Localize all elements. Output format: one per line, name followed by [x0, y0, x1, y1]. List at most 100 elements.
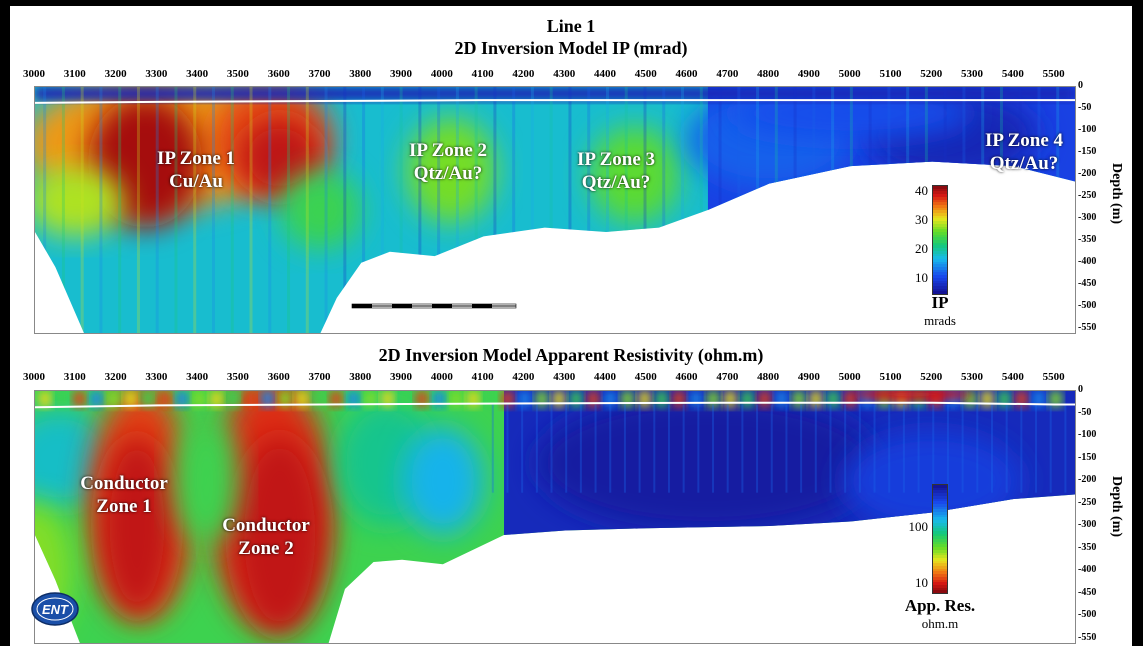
- res-streak: [697, 404, 700, 493]
- ip-streak: [774, 87, 778, 333]
- x-tick-label: 3900: [390, 68, 413, 80]
- x-tick-label: 3600: [267, 371, 290, 383]
- ip-streak: [212, 87, 216, 333]
- x-tick-label: 3800: [349, 68, 372, 80]
- ip-streak: [587, 87, 591, 333]
- res-anomaly: [234, 436, 325, 634]
- res-surface-cell: [261, 391, 274, 407]
- colorbar-cell: [933, 536, 947, 540]
- x-tick-label: 4600: [675, 68, 698, 80]
- res-streak: [756, 404, 759, 493]
- colorbar-cell: [933, 245, 947, 249]
- res-surface-cell: [587, 391, 600, 407]
- depth-tick-label: -300: [1078, 211, 1097, 223]
- colorbar-cell: [933, 493, 947, 497]
- depth-tick-label: -550: [1078, 631, 1097, 643]
- depth-tick-label: -200: [1078, 167, 1097, 179]
- ip-streak: [662, 87, 666, 333]
- ip-streak: [493, 87, 497, 333]
- ip-streak: [624, 87, 628, 333]
- ip-anomaly: [406, 117, 496, 224]
- x-tick-label: 3700: [308, 371, 331, 383]
- colorbar-cell: [933, 574, 947, 578]
- res-surface-cell: [1032, 391, 1045, 407]
- ip-streak: [136, 87, 140, 333]
- colorbar-cell: [933, 568, 947, 572]
- res-anomaly: [100, 436, 174, 616]
- res-surface-cell: [56, 391, 69, 407]
- x-tick-label: 5500: [1042, 68, 1065, 80]
- colorbar-cell: [933, 539, 947, 543]
- colorbar-cell: [933, 576, 947, 580]
- x-tick-label: 5200: [920, 68, 943, 80]
- res-streak: [653, 404, 656, 493]
- ip-streak: [43, 87, 47, 333]
- x-tick-label: 5200: [920, 371, 943, 383]
- x-tick-label: 3300: [145, 371, 168, 383]
- depth-tick-label: -100: [1078, 429, 1097, 440]
- colorbar-tick-label: 100: [908, 519, 929, 535]
- res-streak: [844, 404, 847, 493]
- colorbar-cell: [933, 258, 947, 263]
- ip-streak: [906, 87, 910, 333]
- depth-tick-label: -400: [1078, 564, 1097, 575]
- colorbar-tick-label: 20: [915, 241, 928, 257]
- x-tick-label: 4100: [471, 68, 494, 80]
- ip-streak: [474, 87, 478, 333]
- colorbar-cell: [933, 275, 947, 279]
- depth-tick-label: -150: [1078, 145, 1097, 157]
- colorbar-cell: [933, 525, 947, 529]
- colorbar-cell: [933, 280, 947, 284]
- res-surface-anomaly: [851, 391, 972, 401]
- scale-bar: [351, 303, 517, 309]
- depth-tick-label: -300: [1078, 519, 1097, 530]
- colorbar-cell: [933, 509, 947, 513]
- ip-zone-2-label: IP Zone 2 Qtz/Au?: [409, 139, 487, 185]
- ip-streak: [699, 87, 703, 333]
- colorbar-cell: [933, 199, 947, 203]
- ip-streak: [249, 87, 253, 333]
- depth-tick-label: 0: [1078, 80, 1083, 91]
- colorbar-cell: [933, 560, 947, 564]
- res-streak: [1035, 404, 1038, 493]
- x-tick-label: 5000: [838, 68, 861, 80]
- ip-streak: [999, 87, 1003, 333]
- line-title: Line 1: [546, 16, 596, 36]
- res-surface-cell: [827, 391, 840, 407]
- ip-streak: [812, 87, 816, 333]
- colorbar-cell: [933, 272, 947, 276]
- depth-tick-label: -500: [1078, 609, 1097, 620]
- res-surface-cell: [707, 391, 720, 407]
- ip-surface-layer: [35, 87, 1075, 101]
- colorbar-cell: [933, 590, 947, 594]
- conductor-zone-1-text: Conductor Zone 1: [80, 473, 168, 517]
- res-surface-cell: [415, 391, 428, 407]
- res-streak: [902, 404, 905, 493]
- res-surface-cell: [193, 391, 206, 407]
- ip-streak: [643, 87, 647, 333]
- colorbar-cell: [933, 218, 947, 222]
- res-streak: [609, 404, 612, 493]
- res-surface-cell: [552, 391, 565, 407]
- ip-streak: [343, 87, 347, 333]
- ip-streak: [362, 87, 366, 333]
- depth-tick-label: -250: [1078, 189, 1097, 201]
- depth-tick-label: -50: [1078, 406, 1092, 418]
- topography-line: [35, 99, 1075, 104]
- ip-streak: [981, 87, 985, 333]
- colorbar-cell: [933, 512, 947, 516]
- res-streak: [814, 404, 817, 493]
- ip-streak: [887, 87, 891, 333]
- x-tick-label: 4000: [430, 371, 453, 383]
- res-surface-cell: [107, 391, 120, 407]
- colorbar-cell: [933, 288, 947, 292]
- ip-streak: [530, 87, 534, 333]
- res-surface-cell: [364, 391, 377, 407]
- res-surface-cell: [398, 391, 411, 407]
- res-surface-cell: [758, 391, 771, 407]
- x-tick-label: 4600: [675, 371, 698, 383]
- colorbar-tick-label: 30: [915, 212, 928, 228]
- res-surface-cell: [433, 391, 446, 407]
- x-tick-label: 5100: [879, 371, 902, 383]
- ip-streak: [118, 87, 122, 333]
